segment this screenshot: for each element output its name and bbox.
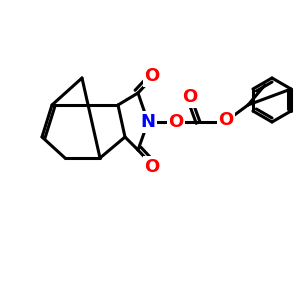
Text: N: N: [140, 113, 155, 131]
Text: O: O: [182, 88, 198, 106]
Text: O: O: [144, 158, 160, 176]
Text: O: O: [144, 67, 160, 85]
Text: O: O: [168, 113, 184, 131]
Text: O: O: [218, 111, 234, 129]
